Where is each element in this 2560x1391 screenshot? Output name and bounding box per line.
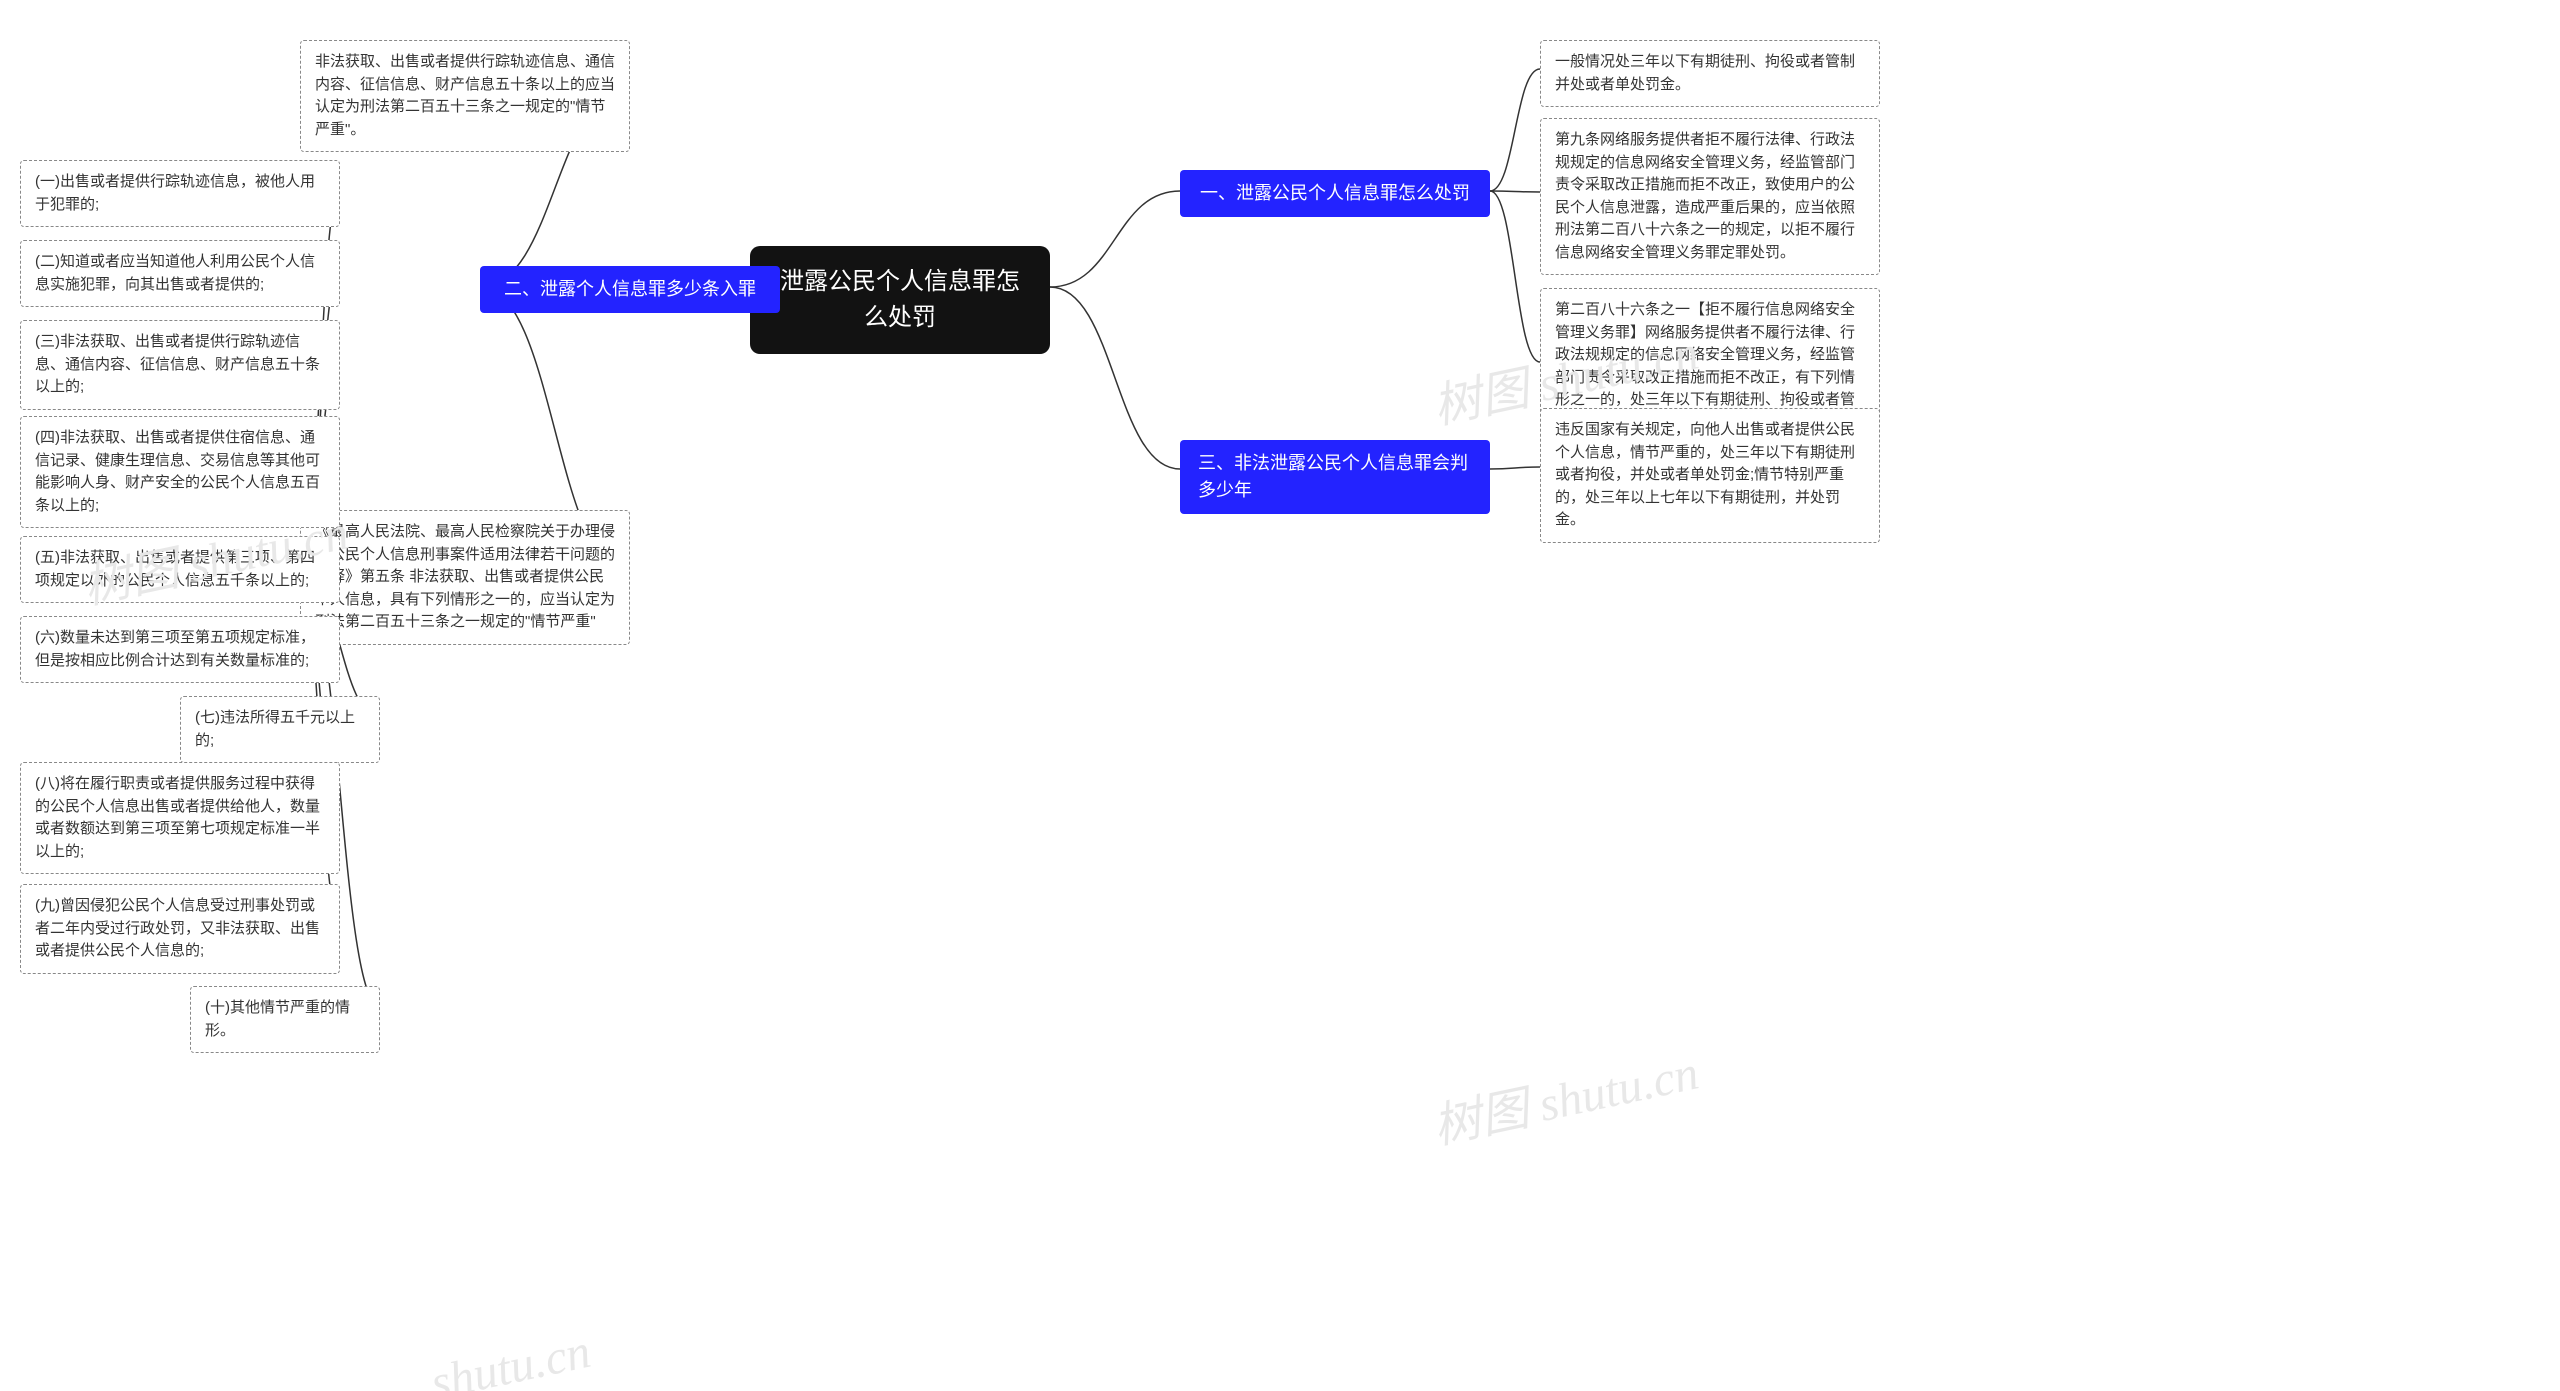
leaf-b2-1-2: (三)非法获取、出售或者提供行踪轨迹信息、通信内容、征信信息、财产信息五十条以上… xyxy=(20,320,340,410)
edge xyxy=(1490,191,1540,192)
branch-b3: 三、非法泄露公民个人信息罪会判多少年 xyxy=(1180,440,1490,514)
leaf-b2-1-1: (二)知道或者应当知道他人利用公民个人信息实施犯罪，向其出售或者提供的; xyxy=(20,240,340,307)
root-node: 泄露公民个人信息罪怎么处罚 xyxy=(750,246,1050,354)
leaf-b2-1-4: (五)非法获取、出售或者提供第三项、第四项规定以外的公民个人信息五千条以上的; xyxy=(20,536,340,603)
edge xyxy=(1490,467,1540,469)
leaf-b1-1-label: 第九条网络服务提供者拒不履行法律、行政法规规定的信息网络安全管理义务，经监管部门… xyxy=(1555,129,1865,264)
watermark: 树图 shutu.cn xyxy=(1426,1033,1704,1157)
leaf-b2-1-7-label: (八)将在履行职责或者提供服务过程中获得的公民个人信息出售或者提供给他人，数量或… xyxy=(35,773,325,863)
leaf-b2-1-1-label: (二)知道或者应当知道他人利用公民个人信息实施犯罪，向其出售或者提供的; xyxy=(35,251,325,296)
leaf-b2-1-0-label: (一)出售或者提供行踪轨迹信息，被他人用于犯罪的; xyxy=(35,171,325,216)
leaf-b2-1-9: (十)其他情节严重的情形。 xyxy=(190,986,380,1053)
leaf-b3-0: 违反国家有关规定，向他人出售或者提供公民个人信息，情节严重的，处三年以下有期徒刑… xyxy=(1540,408,1880,543)
branch-b2: 二、泄露个人信息罪多少条入罪 xyxy=(480,266,780,313)
leaf-b2-1-8: (九)曾因侵犯公民个人信息受过刑事处罚或者二年内受过行政处罚，又非法获取、出售或… xyxy=(20,884,340,974)
leaf-b2-1: 《最高人民法院、最高人民检察院关于办理侵犯公民个人信息刑事案件适用法律若干问题的… xyxy=(300,510,630,645)
branch-b2-label: 二、泄露个人信息罪多少条入罪 xyxy=(504,276,756,303)
branch-b1: 一、泄露公民个人信息罪怎么处罚 xyxy=(1180,170,1490,217)
leaf-b2-1-6: (七)违法所得五千元以上的; xyxy=(180,696,380,763)
leaf-b2-1-7: (八)将在履行职责或者提供服务过程中获得的公民个人信息出售或者提供给他人，数量或… xyxy=(20,762,340,874)
leaf-b2-1-8-label: (九)曾因侵犯公民个人信息受过刑事处罚或者二年内受过行政处罚，又非法获取、出售或… xyxy=(35,895,325,963)
leaf-b2-1-4-label: (五)非法获取、出售或者提供第三项、第四项规定以外的公民个人信息五千条以上的; xyxy=(35,547,325,592)
leaf-b2-0-label: 非法获取、出售或者提供行踪轨迹信息、通信内容、征信信息、财产信息五十条以上的应当… xyxy=(315,51,615,141)
leaf-b2-0: 非法获取、出售或者提供行踪轨迹信息、通信内容、征信信息、财产信息五十条以上的应当… xyxy=(300,40,630,152)
leaf-b2-1-3-label: (四)非法获取、出售或者提供住宿信息、通信记录、健康生理信息、交易信息等其他可能… xyxy=(35,427,325,517)
watermark: shutu.cn xyxy=(426,1324,595,1391)
leaf-b2-1-9-label: (十)其他情节严重的情形。 xyxy=(205,997,365,1042)
edge xyxy=(1050,287,1180,469)
leaf-b2-1-6-label: (七)违法所得五千元以上的; xyxy=(195,707,365,752)
branch-b3-label: 三、非法泄露公民个人信息罪会判多少年 xyxy=(1198,450,1472,504)
leaf-b1-0-label: 一般情况处三年以下有期徒刑、拘役或者管制并处或者单处罚金。 xyxy=(1555,51,1865,96)
edge xyxy=(1490,191,1540,362)
leaf-b2-1-5: (六)数量未达到第三项至第五项规定标准，但是按相应比例合计达到有关数量标准的; xyxy=(20,616,340,683)
leaf-b2-1-3: (四)非法获取、出售或者提供住宿信息、通信记录、健康生理信息、交易信息等其他可能… xyxy=(20,416,340,528)
edge xyxy=(1490,69,1540,191)
edge xyxy=(1050,191,1180,287)
leaf-b2-1-5-label: (六)数量未达到第三项至第五项规定标准，但是按相应比例合计达到有关数量标准的; xyxy=(35,627,325,672)
leaf-b3-0-label: 违反国家有关规定，向他人出售或者提供公民个人信息，情节严重的，处三年以下有期徒刑… xyxy=(1555,419,1865,532)
leaf-b1-0: 一般情况处三年以下有期徒刑、拘役或者管制并处或者单处罚金。 xyxy=(1540,40,1880,107)
leaf-b2-1-2-label: (三)非法获取、出售或者提供行踪轨迹信息、通信内容、征信信息、财产信息五十条以上… xyxy=(35,331,325,399)
leaf-b2-1-0: (一)出售或者提供行踪轨迹信息，被他人用于犯罪的; xyxy=(20,160,340,227)
leaf-b2-1-label: 《最高人民法院、最高人民检察院关于办理侵犯公民个人信息刑事案件适用法律若干问题的… xyxy=(315,521,615,634)
branch-b1-label: 一、泄露公民个人信息罪怎么处罚 xyxy=(1200,180,1470,207)
root-node-label: 泄露公民个人信息罪怎么处罚 xyxy=(774,264,1026,336)
leaf-b1-1: 第九条网络服务提供者拒不履行法律、行政法规规定的信息网络安全管理义务，经监管部门… xyxy=(1540,118,1880,275)
